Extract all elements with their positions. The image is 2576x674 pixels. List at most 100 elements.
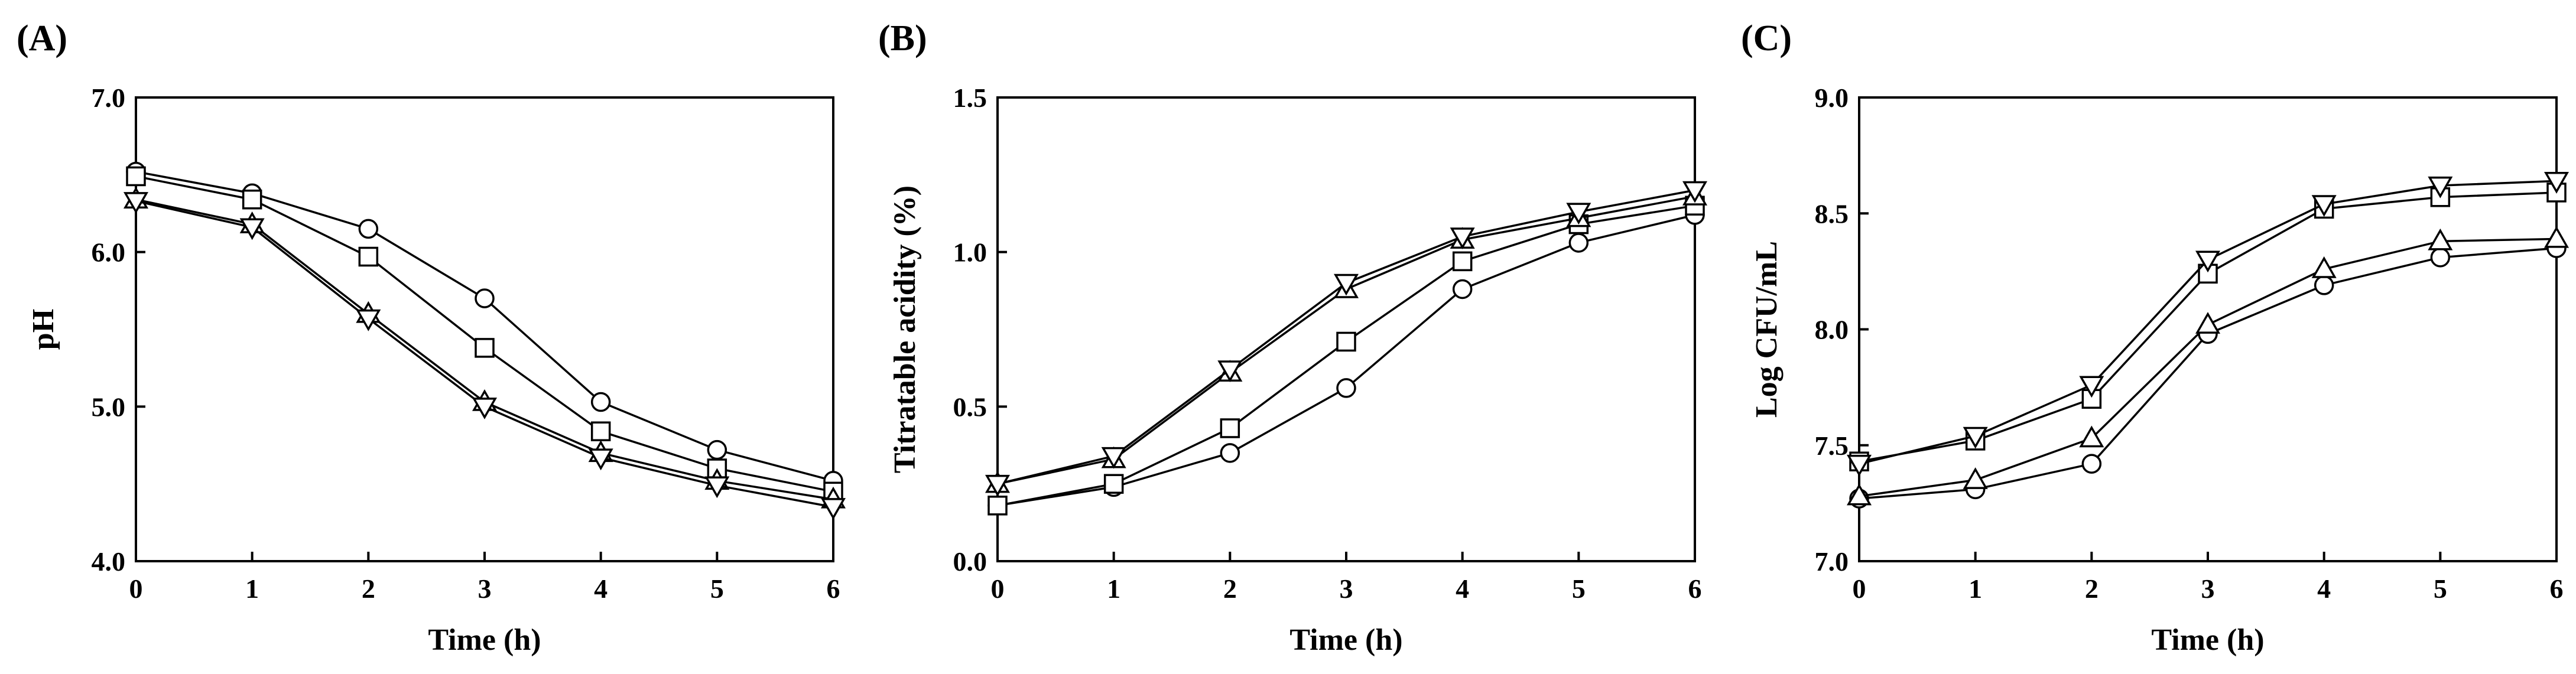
series-line-square <box>997 204 1695 507</box>
data-point-triangle-down <box>820 498 846 520</box>
data-point-triangle-up <box>2079 425 2104 448</box>
data-point-circle <box>1452 279 1473 299</box>
x-tick-label: 2 <box>2085 574 2099 604</box>
series-triangle-down <box>985 181 1708 497</box>
panel-label: (C) <box>1741 18 1792 58</box>
x-tick-label: 3 <box>478 574 492 604</box>
data-point-triangle-down <box>1333 273 1359 296</box>
x-axis-title: Time (h) <box>2151 623 2264 657</box>
x-tick-label: 0 <box>1853 574 1866 604</box>
chart-panel-2: (C) 0 1 2 3 4 5 6 7.0 7.5 8.0 8.5 9.0 Time (h) Log CFU… <box>1741 18 2569 657</box>
data-point-triangle-down <box>123 192 149 214</box>
data-point-triangle-down <box>2079 376 2104 398</box>
data-point-triangle-down <box>2311 195 2337 217</box>
chart-panel-0: (A) 0 1 2 3 4 5 6 4.0 5.0 6.0 7.0 Time (h) pH <box>17 18 846 657</box>
data-point-triangle-up <box>2428 228 2453 250</box>
x-axis-title: Time (h) <box>1289 623 1402 657</box>
series-triangle-up <box>1846 226 2569 506</box>
y-tick-label: 5.0 <box>92 392 126 422</box>
y-axis-title: Log CFU/mL <box>1750 241 1784 418</box>
x-tick-label: 0 <box>129 574 143 604</box>
data-point-triangle-down <box>1566 203 1591 225</box>
y-tick-label: 1.5 <box>953 83 987 113</box>
data-point-circle <box>2430 248 2451 268</box>
x-tick-label: 2 <box>1223 574 1237 604</box>
series-square <box>126 166 843 502</box>
data-point-triangle-down <box>2543 172 2569 194</box>
y-tick-label: 8.0 <box>1815 315 1849 345</box>
data-point-circle <box>475 288 495 308</box>
series-line-square <box>135 175 834 493</box>
x-tick-label: 5 <box>1572 574 1586 604</box>
x-tick-label: 1 <box>1968 574 1982 604</box>
data-point-triangle-down <box>2428 176 2453 198</box>
chart-panel-1: (B) 0 1 2 3 4 5 6 0.0 0.5 1.0 1.5 Time (h) Titratable… <box>878 18 1708 657</box>
data-point-circle <box>707 439 727 460</box>
plot-frame <box>996 96 1696 562</box>
data-point-square <box>242 189 262 210</box>
data-point-triangle-up <box>2195 312 2221 334</box>
x-tick-label: 5 <box>710 574 724 604</box>
data-point-triangle-down <box>1217 360 1243 383</box>
data-point-square <box>590 421 611 441</box>
x-tick-label: 4 <box>1456 574 1469 604</box>
data-point-circle <box>2081 454 2102 474</box>
data-point-triangle-up <box>1963 467 1988 489</box>
series-circle <box>126 161 843 491</box>
data-point-square <box>1452 251 1473 272</box>
data-point-square <box>987 496 1008 516</box>
panel-label: (B) <box>878 18 927 58</box>
data-point-triangle-down <box>472 398 498 419</box>
x-tick-label: 4 <box>594 574 608 604</box>
data-point-triangle-down <box>239 218 265 240</box>
plot-frame <box>135 96 834 562</box>
x-tick-label: 2 <box>362 574 375 604</box>
x-tick-label: 4 <box>2317 574 2331 604</box>
series-square <box>987 196 1705 516</box>
y-tick-label: 1.0 <box>953 237 987 268</box>
data-point-circle <box>1220 443 1240 463</box>
y-tick-label: 7.0 <box>1815 546 1849 577</box>
data-point-triangle-down <box>985 474 1011 497</box>
y-tick-label: 6.0 <box>92 237 126 268</box>
data-point-triangle-up <box>2543 226 2569 248</box>
data-point-triangle-up <box>2311 256 2337 278</box>
y-axis-title: Titratable acidity (%) <box>888 185 922 473</box>
data-point-triangle-down <box>356 309 381 331</box>
y-tick-label: 8.5 <box>1815 198 1849 229</box>
x-tick-label: 6 <box>1688 574 1702 604</box>
panel-label: (A) <box>17 18 67 58</box>
data-point-circle <box>590 392 611 412</box>
data-point-triangle-down <box>1450 227 1475 250</box>
series-triangle-down <box>1846 172 2569 477</box>
x-tick-label: 6 <box>827 574 840 604</box>
x-tick-label: 5 <box>2434 574 2447 604</box>
data-point-triangle-down <box>2195 250 2221 273</box>
y-tick-label: 9.0 <box>1815 83 1849 113</box>
data-point-square <box>358 246 379 267</box>
data-point-triangle-down <box>1963 426 1988 449</box>
x-tick-label: 1 <box>1107 574 1120 604</box>
series-line-circle <box>1859 247 2557 500</box>
data-point-triangle-down <box>704 476 730 499</box>
data-point-square <box>126 166 146 187</box>
y-axis-title: pH <box>27 309 60 350</box>
y-tick-label: 4.0 <box>92 546 126 577</box>
x-tick-label: 3 <box>1340 574 1353 604</box>
y-tick-label: 0.0 <box>953 546 987 577</box>
x-tick-label: 1 <box>245 574 259 604</box>
data-point-square <box>1103 474 1124 494</box>
data-point-triangle-down <box>1682 181 1708 203</box>
x-tick-label: 6 <box>2550 574 2564 604</box>
x-axis-title: Time (h) <box>428 623 541 657</box>
data-point-square <box>1336 331 1356 352</box>
series-line-circle <box>135 170 834 482</box>
data-point-circle <box>1336 378 1356 398</box>
data-point-triangle-up <box>1846 483 1872 506</box>
data-point-square <box>475 338 495 358</box>
y-tick-label: 0.5 <box>953 392 987 422</box>
data-point-square <box>1220 418 1240 438</box>
x-tick-label: 3 <box>2201 574 2215 604</box>
